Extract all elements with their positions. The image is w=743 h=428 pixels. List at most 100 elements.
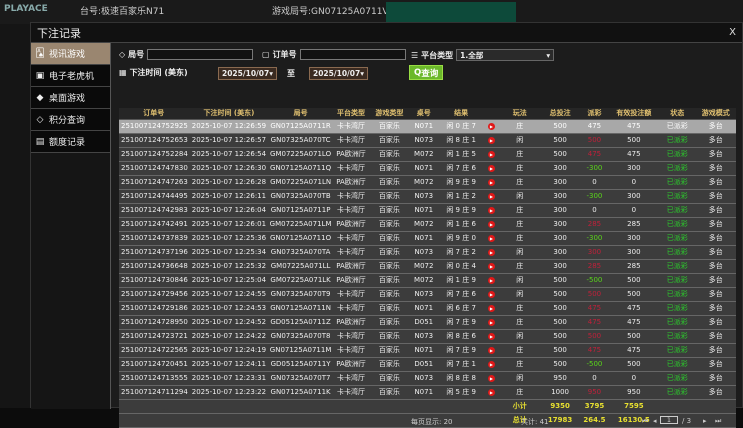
play-video-icon[interactable]: ▶ <box>487 123 495 130</box>
table-row[interactable]: 251007124744495 2025-10-07 12:26:11 GN0732… <box>119 189 736 204</box>
play-video-icon[interactable]: ▶ <box>487 207 495 214</box>
page-count: / 3 <box>682 417 692 425</box>
sidebar-item-3[interactable]: ◇ 积分查询 <box>31 109 110 131</box>
replay-cell[interactable]: ▶ <box>483 301 500 316</box>
replay-cell[interactable]: ▶ <box>483 231 500 246</box>
platform-select[interactable]: 1.全部 ▾ <box>456 49 555 61</box>
replay-cell[interactable]: ▶ <box>483 385 500 400</box>
play-video-icon[interactable]: ▶ <box>487 361 495 368</box>
next-page-icon[interactable]: ▸ <box>703 417 707 425</box>
cell: GN07125A0711Q <box>269 161 332 176</box>
replay-cell[interactable]: ▶ <box>483 343 500 358</box>
slot-icon: ▣ <box>35 70 45 81</box>
table-row[interactable]: 251007124742491 2025-10-07 12:26:01 GM0722… <box>119 217 736 232</box>
cell: GN07325A070TA <box>269 245 332 260</box>
first-page-icon[interactable]: ⏮ <box>642 417 649 425</box>
play-video-icon[interactable]: ▶ <box>487 221 495 228</box>
table-row[interactable]: 251007124729186 2025-10-07 12:24:53 GN0712… <box>119 301 736 316</box>
game-sidebar-background <box>0 24 32 408</box>
cell: -300 <box>580 231 609 246</box>
play-video-icon[interactable]: ▶ <box>487 151 495 158</box>
play-video-icon[interactable]: ▶ <box>487 179 495 186</box>
table-row[interactable]: 251007124742983 2025-10-07 12:26:04 GN0712… <box>119 203 736 218</box>
cell: 庄 <box>499 385 540 400</box>
table-row[interactable]: 251007124736648 2025-10-07 12:25:32 GM0722… <box>119 259 736 274</box>
table-row[interactable]: 251007124752284 2025-10-07 12:26:54 GM0722… <box>119 147 736 162</box>
table-row[interactable]: 251007124711294 2025-10-07 12:23:22 GN0712… <box>119 385 736 400</box>
prev-page-icon[interactable]: ◂ <box>653 417 657 425</box>
last-page-icon[interactable]: ⏭ <box>715 417 722 425</box>
date-to-select[interactable]: 2025/10/07 ▾ <box>309 67 368 80</box>
play-video-icon[interactable]: ▶ <box>487 389 495 396</box>
replay-cell[interactable]: ▶ <box>483 147 500 162</box>
close-button[interactable]: X <box>729 27 736 38</box>
play-video-icon[interactable]: ▶ <box>487 375 495 382</box>
cell: 2025-10-07 12:26:57 <box>188 133 270 148</box>
cell: 百家乐 <box>370 301 409 316</box>
replay-cell[interactable]: ▶ <box>483 245 500 260</box>
replay-cell[interactable]: ▶ <box>483 119 500 134</box>
play-video-icon[interactable]: ▶ <box>487 347 495 354</box>
replay-cell[interactable]: ▶ <box>483 371 500 386</box>
cell: 2025-10-07 12:25:32 <box>188 259 270 274</box>
table-row[interactable]: 251007124722565 2025-10-07 12:24:19 GN0712… <box>119 343 736 358</box>
replay-cell[interactable]: ▶ <box>483 315 500 330</box>
replay-cell[interactable]: ▶ <box>483 217 500 232</box>
table-row[interactable]: 251007124729456 2025-10-07 12:24:55 GN0732… <box>119 287 736 302</box>
play-video-icon[interactable]: ▶ <box>487 193 495 200</box>
play-video-icon[interactable]: ▶ <box>487 235 495 242</box>
table-row[interactable]: 251007124730846 2025-10-07 12:25:04 GM0722… <box>119 273 736 288</box>
play-video-icon[interactable]: ▶ <box>487 291 495 298</box>
sidebar-item-4[interactable]: ▤ 额度记录 <box>31 131 110 153</box>
replay-cell[interactable]: ▶ <box>483 161 500 176</box>
cell: 0 <box>580 203 609 218</box>
query-button[interactable]: Q 查询 <box>409 65 444 80</box>
replay-cell[interactable]: ▶ <box>483 259 500 274</box>
play-video-icon[interactable]: ▶ <box>487 263 495 270</box>
sidebar-item-1[interactable]: ▣ 电子老虎机 <box>31 65 110 87</box>
cell: 卡卡湾厅 <box>331 245 371 260</box>
play-video-icon[interactable]: ▶ <box>487 305 495 312</box>
table-row[interactable]: 251007124728950 2025-10-07 12:24:52 GD0512… <box>119 315 736 330</box>
table-row[interactable]: 251007124737196 2025-10-07 12:25:34 GN0732… <box>119 245 736 260</box>
play-video-icon[interactable]: ▶ <box>487 165 495 172</box>
replay-cell[interactable]: ▶ <box>483 203 500 218</box>
sidebar-item-2[interactable]: ◆ 桌面游戏 <box>31 87 110 109</box>
table-row[interactable]: 251007124723721 2025-10-07 12:24:22 GN0732… <box>119 329 736 344</box>
table-row[interactable]: 251007124752925 2025-10-07 12:26:59 GN0712… <box>119 119 736 134</box>
table-row[interactable]: 251007124747830 2025-10-07 12:26:30 GN0712… <box>119 161 736 176</box>
replay-cell[interactable]: ▶ <box>483 273 500 288</box>
play-video-icon[interactable]: ▶ <box>487 277 495 284</box>
sidebar-item-0[interactable]: 🂡 视讯游戏 <box>31 43 110 65</box>
replay-cell[interactable]: ▶ <box>483 287 500 302</box>
play-video-icon[interactable]: ▶ <box>487 333 495 340</box>
order-input[interactable] <box>299 49 406 60</box>
round-input[interactable] <box>147 49 254 60</box>
cell: 2025-10-07 12:26:59 <box>188 119 270 134</box>
modal-titlebar: 下注记录 X <box>31 23 742 43</box>
table-row[interactable]: 251007124713555 2025-10-07 12:23:31 GN0732… <box>119 371 736 386</box>
play-video-icon[interactable]: ▶ <box>487 137 495 144</box>
cell: 闲 0 庄 7 <box>438 119 484 134</box>
page-input[interactable]: 1 <box>660 416 678 424</box>
cell: 300 <box>539 231 581 246</box>
cell: GM07225A071LN <box>269 175 332 190</box>
replay-cell[interactable]: ▶ <box>483 175 500 190</box>
replay-cell[interactable]: ▶ <box>483 189 500 204</box>
cell: GN07325A070T9 <box>269 287 332 302</box>
table-row[interactable]: 251007124747263 2025-10-07 12:26:28 GM0722… <box>119 175 736 190</box>
play-video-icon[interactable]: ▶ <box>487 249 495 256</box>
cell: 闲 8 庄 1 <box>438 133 484 148</box>
cell: 251007124713555 <box>119 371 189 386</box>
replay-cell[interactable]: ▶ <box>483 329 500 344</box>
play-video-icon[interactable]: ▶ <box>487 319 495 326</box>
cell: 300 <box>608 231 660 246</box>
table-row[interactable]: 251007124737839 2025-10-07 12:25:36 GN0712… <box>119 231 736 246</box>
replay-cell[interactable]: ▶ <box>483 133 500 148</box>
cell: 300 <box>608 245 660 260</box>
table-row[interactable]: 251007124752653 2025-10-07 12:26:57 GN0732… <box>119 133 736 148</box>
cell: PA欧洲厅 <box>331 217 371 232</box>
replay-cell[interactable]: ▶ <box>483 357 500 372</box>
date-from-select[interactable]: 2025/10/07 ▾ <box>218 67 277 80</box>
table-row[interactable]: 251007124720451 2025-10-07 12:24:11 GD0512… <box>119 357 736 372</box>
